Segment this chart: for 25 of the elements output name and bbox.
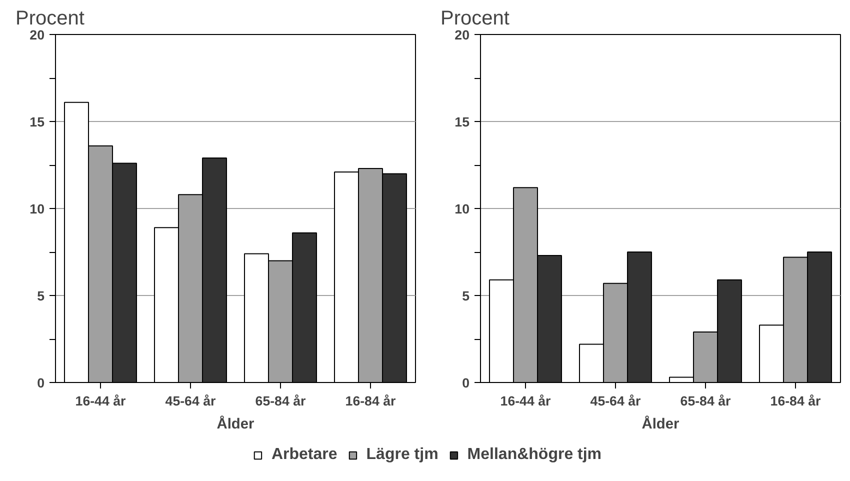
y-tick-label: 20 [30,28,45,42]
y-axis-title: Procent [16,8,85,30]
y-axis-title: Procent [440,8,510,30]
x-tick-label: 16-44 år [75,394,126,408]
y-tick-label: 5 [462,288,470,304]
y-tick-label: 0 [462,376,470,390]
y-tick-label: 5 [37,288,46,304]
x-tick-label: 45-64 år [590,394,641,408]
y-tick-label: 0 [37,376,45,390]
x-tick-label: 65-84 år [680,394,731,408]
legend-label: Lägre tjm [366,446,438,464]
legend-label: Arbetare [271,446,338,464]
y-tick-label: 20 [454,28,470,42]
x-tick-label: 16-84 år [345,394,396,408]
y-tick-label: 15 [30,114,46,130]
x-tick-label: 45-64 år [165,394,216,408]
legend-label: Mellan&högre tjm [467,446,602,464]
y-tick-label: 15 [454,114,470,130]
x-axis-title: Ålder [216,416,255,432]
x-tick-label: 16-84 år [770,394,821,408]
x-tick-label: 65-84 år [255,394,306,408]
x-axis-title: Ålder [642,416,680,432]
y-tick-label: 10 [454,202,470,216]
y-tick-label: 10 [30,202,45,216]
x-tick-label: 16-44 år [500,394,551,408]
